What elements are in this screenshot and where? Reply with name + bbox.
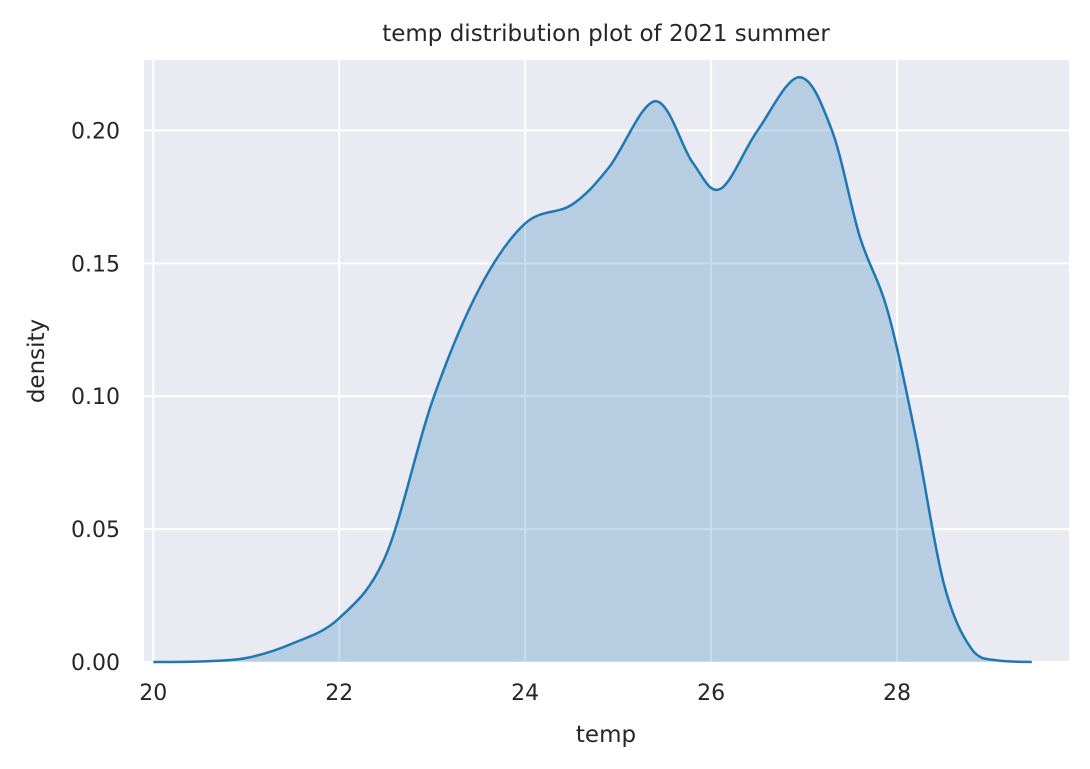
y-tick-label: 0.10 bbox=[71, 385, 120, 410]
y-axis-label: density bbox=[24, 319, 50, 403]
x-gridlines bbox=[152, 60, 899, 662]
x-tick-label: 20 bbox=[139, 681, 167, 706]
plot-area bbox=[144, 60, 1069, 662]
x-axis-label: temp bbox=[576, 722, 636, 748]
y-tick-labels: 0.00 0.05 0.10 0.15 0.20 bbox=[71, 119, 120, 676]
y-tick-label: 0.20 bbox=[71, 119, 120, 144]
x-tick-label: 22 bbox=[325, 681, 353, 706]
x-tick-labels: 20 22 24 26 28 bbox=[139, 681, 911, 706]
chart-title: temp distribution plot of 2021 summer bbox=[382, 21, 830, 47]
density-fill-area bbox=[153, 77, 1032, 662]
x-tick-label: 28 bbox=[883, 681, 911, 706]
y-gridlines bbox=[144, 129, 1069, 663]
density-curve bbox=[153, 76, 1032, 664]
y-tick-label: 0.00 bbox=[71, 651, 120, 676]
x-tick-label: 24 bbox=[511, 681, 539, 706]
y-tick-label: 0.05 bbox=[71, 518, 120, 543]
y-tick-label: 0.15 bbox=[71, 252, 120, 277]
x-tick-label: 26 bbox=[697, 681, 725, 706]
